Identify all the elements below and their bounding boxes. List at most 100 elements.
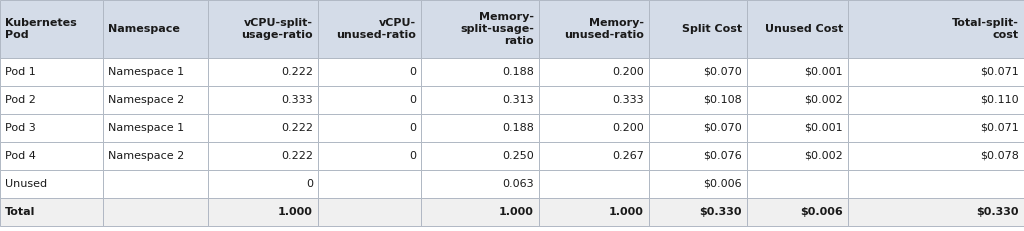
- Bar: [0, 198, 103, 226]
- Bar: [318, 0, 421, 58]
- Bar: [649, 114, 746, 142]
- Bar: [539, 170, 649, 198]
- Text: 0: 0: [409, 123, 416, 133]
- Text: Unused: Unused: [5, 179, 47, 189]
- Bar: [746, 170, 848, 198]
- Bar: [208, 58, 318, 86]
- Bar: [746, 114, 848, 142]
- Text: Unused Cost: Unused Cost: [765, 24, 843, 34]
- Bar: [539, 86, 649, 114]
- Bar: [746, 142, 848, 170]
- Bar: [103, 0, 208, 58]
- Text: Namespace 2: Namespace 2: [108, 151, 184, 161]
- Bar: [318, 58, 421, 86]
- Text: 0: 0: [409, 95, 416, 105]
- Bar: [208, 170, 318, 198]
- Bar: [318, 142, 421, 170]
- Text: 0.063: 0.063: [503, 179, 534, 189]
- Text: $0.071: $0.071: [980, 67, 1019, 77]
- Bar: [539, 114, 649, 142]
- Text: Namespace 2: Namespace 2: [108, 95, 184, 105]
- Text: Namespace: Namespace: [108, 24, 180, 34]
- Text: $0.070: $0.070: [703, 67, 742, 77]
- Bar: [746, 58, 848, 86]
- Bar: [0, 170, 103, 198]
- Bar: [649, 86, 746, 114]
- Bar: [0, 86, 103, 114]
- Text: Pod 3: Pod 3: [5, 123, 36, 133]
- Bar: [0, 58, 103, 86]
- Text: $0.330: $0.330: [699, 207, 742, 217]
- Bar: [103, 58, 208, 86]
- Text: Memory-
unused-ratio: Memory- unused-ratio: [564, 18, 644, 40]
- Bar: [746, 86, 848, 114]
- Bar: [0, 0, 103, 58]
- Text: 0.188: 0.188: [502, 123, 534, 133]
- Bar: [848, 0, 1024, 58]
- Bar: [421, 198, 539, 226]
- Text: 0.200: 0.200: [612, 67, 644, 77]
- Bar: [746, 0, 848, 58]
- Text: 0.222: 0.222: [281, 151, 313, 161]
- Bar: [318, 114, 421, 142]
- Text: Split Cost: Split Cost: [682, 24, 742, 34]
- Text: $0.078: $0.078: [980, 151, 1019, 161]
- Bar: [208, 86, 318, 114]
- Text: 0.333: 0.333: [612, 95, 644, 105]
- Text: vCPU-
unused-ratio: vCPU- unused-ratio: [336, 18, 416, 40]
- Bar: [649, 0, 746, 58]
- Bar: [318, 198, 421, 226]
- Text: Memory-
split-usage-
ratio: Memory- split-usage- ratio: [460, 12, 534, 46]
- Bar: [848, 170, 1024, 198]
- Text: Kubernetes
Pod: Kubernetes Pod: [5, 18, 77, 40]
- Text: $0.001: $0.001: [805, 67, 843, 77]
- Text: Pod 2: Pod 2: [5, 95, 36, 105]
- Bar: [421, 142, 539, 170]
- Bar: [0, 114, 103, 142]
- Bar: [539, 0, 649, 58]
- Bar: [421, 0, 539, 58]
- Text: 1.000: 1.000: [609, 207, 644, 217]
- Bar: [103, 86, 208, 114]
- Bar: [848, 114, 1024, 142]
- Bar: [649, 142, 746, 170]
- Bar: [649, 170, 746, 198]
- Text: Pod 1: Pod 1: [5, 67, 36, 77]
- Bar: [421, 114, 539, 142]
- Bar: [318, 170, 421, 198]
- Bar: [848, 198, 1024, 226]
- Text: $0.070: $0.070: [703, 123, 742, 133]
- Text: 0.313: 0.313: [503, 95, 534, 105]
- Text: $0.076: $0.076: [703, 151, 742, 161]
- Bar: [421, 86, 539, 114]
- Bar: [318, 86, 421, 114]
- Text: vCPU-split-
usage-ratio: vCPU-split- usage-ratio: [242, 18, 313, 40]
- Text: 0: 0: [306, 179, 313, 189]
- Bar: [208, 0, 318, 58]
- Bar: [746, 198, 848, 226]
- Text: Total: Total: [5, 207, 36, 217]
- Text: $0.006: $0.006: [800, 207, 843, 217]
- Text: 0: 0: [409, 67, 416, 77]
- Text: 0.222: 0.222: [281, 67, 313, 77]
- Text: Total-split-
cost: Total-split- cost: [952, 18, 1019, 40]
- Text: 0.222: 0.222: [281, 123, 313, 133]
- Bar: [539, 58, 649, 86]
- Text: $0.001: $0.001: [805, 123, 843, 133]
- Text: $0.002: $0.002: [804, 95, 843, 105]
- Bar: [421, 58, 539, 86]
- Bar: [208, 114, 318, 142]
- Text: $0.006: $0.006: [703, 179, 742, 189]
- Text: 1.000: 1.000: [499, 207, 534, 217]
- Bar: [848, 86, 1024, 114]
- Bar: [103, 170, 208, 198]
- Bar: [539, 198, 649, 226]
- Text: 0.200: 0.200: [612, 123, 644, 133]
- Text: $0.110: $0.110: [980, 95, 1019, 105]
- Text: $0.002: $0.002: [804, 151, 843, 161]
- Bar: [208, 198, 318, 226]
- Text: 0.188: 0.188: [502, 67, 534, 77]
- Bar: [103, 142, 208, 170]
- Bar: [848, 58, 1024, 86]
- Bar: [208, 142, 318, 170]
